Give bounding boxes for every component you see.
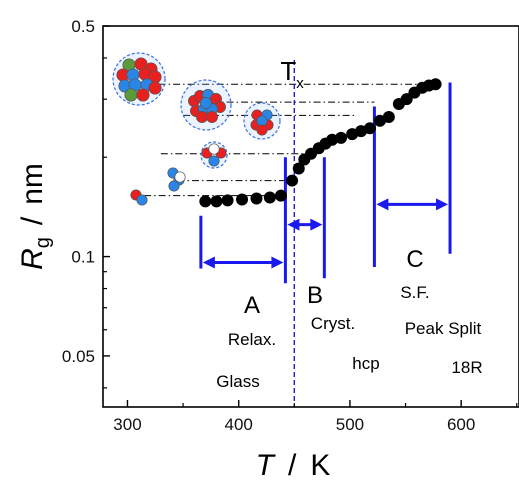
region-description: Peak Split — [405, 319, 482, 338]
region-markers — [199, 82, 452, 284]
region-description: 18R — [451, 358, 482, 377]
data-point — [274, 189, 287, 202]
x-tick-label: 600 — [447, 415, 475, 434]
region-description: Glass — [216, 372, 259, 391]
cluster-atom — [208, 155, 220, 167]
y-axis-title: Rg/nm — [16, 163, 54, 270]
plot-frame — [102, 25, 519, 408]
x-tick-label: 500 — [336, 415, 364, 434]
data-point — [236, 193, 249, 206]
data-point — [335, 131, 348, 144]
cluster-atom — [206, 111, 218, 123]
region-arrow — [376, 198, 449, 211]
data-point — [286, 174, 299, 187]
data-point — [363, 122, 376, 135]
axes — [102, 25, 519, 408]
data-point — [263, 191, 276, 204]
cluster-atom — [124, 88, 138, 102]
cluster-icon — [180, 79, 232, 131]
cluster-icon — [243, 102, 281, 140]
data-point — [250, 192, 263, 205]
data-points — [199, 78, 442, 208]
y-tick-label: 0.1 — [71, 248, 95, 267]
region-description: Cryst. — [311, 314, 355, 333]
cluster-atom — [136, 88, 150, 102]
cluster-atom — [174, 171, 186, 183]
x-tick-label: 300 — [113, 415, 141, 434]
region-description: hcp — [352, 354, 379, 373]
transition-marker: Tx — [280, 56, 304, 407]
y-tick-label: 0.05 — [62, 347, 95, 366]
region-arrow — [287, 218, 323, 231]
region-letter: B — [307, 282, 323, 309]
data-point — [199, 195, 212, 208]
region-labels: A Relax. Glass B Cryst. hcp C S.F. Peak Split 18R — [216, 246, 482, 391]
cluster-atom — [256, 124, 268, 136]
guide-lines — [144, 83, 434, 197]
y-tick-label: 0.5 — [71, 17, 95, 36]
data-point — [382, 110, 395, 123]
axis-ticks: 300 400 500 600 0.05 0.1 0.5 — [62, 17, 518, 434]
cluster-icon — [112, 52, 166, 106]
cluster-atom — [208, 143, 220, 155]
cluster-icon — [130, 189, 148, 206]
cluster-atom — [148, 81, 162, 95]
region-description: Relax. — [228, 330, 276, 349]
data-point — [221, 194, 234, 207]
region-arrows — [202, 198, 449, 269]
data-point — [429, 78, 442, 91]
data-point — [292, 162, 305, 175]
x-axis-title: T / K — [256, 449, 331, 481]
region-arrow — [202, 256, 284, 269]
cluster-atom — [196, 111, 208, 123]
data-point — [210, 195, 223, 208]
cluster-atom — [200, 97, 212, 109]
x-tick-label: 400 — [225, 415, 253, 434]
data-point — [326, 133, 339, 146]
cluster-atom — [168, 180, 180, 192]
region-letter: A — [244, 292, 260, 319]
transition-label: Tx — [280, 56, 304, 92]
cluster-icons — [112, 52, 281, 206]
cluster-atom — [136, 194, 148, 206]
region-description: S.F. — [400, 283, 429, 302]
region-letter: C — [406, 246, 423, 273]
cluster-icon — [167, 167, 186, 192]
cluster-icon — [200, 141, 228, 169]
